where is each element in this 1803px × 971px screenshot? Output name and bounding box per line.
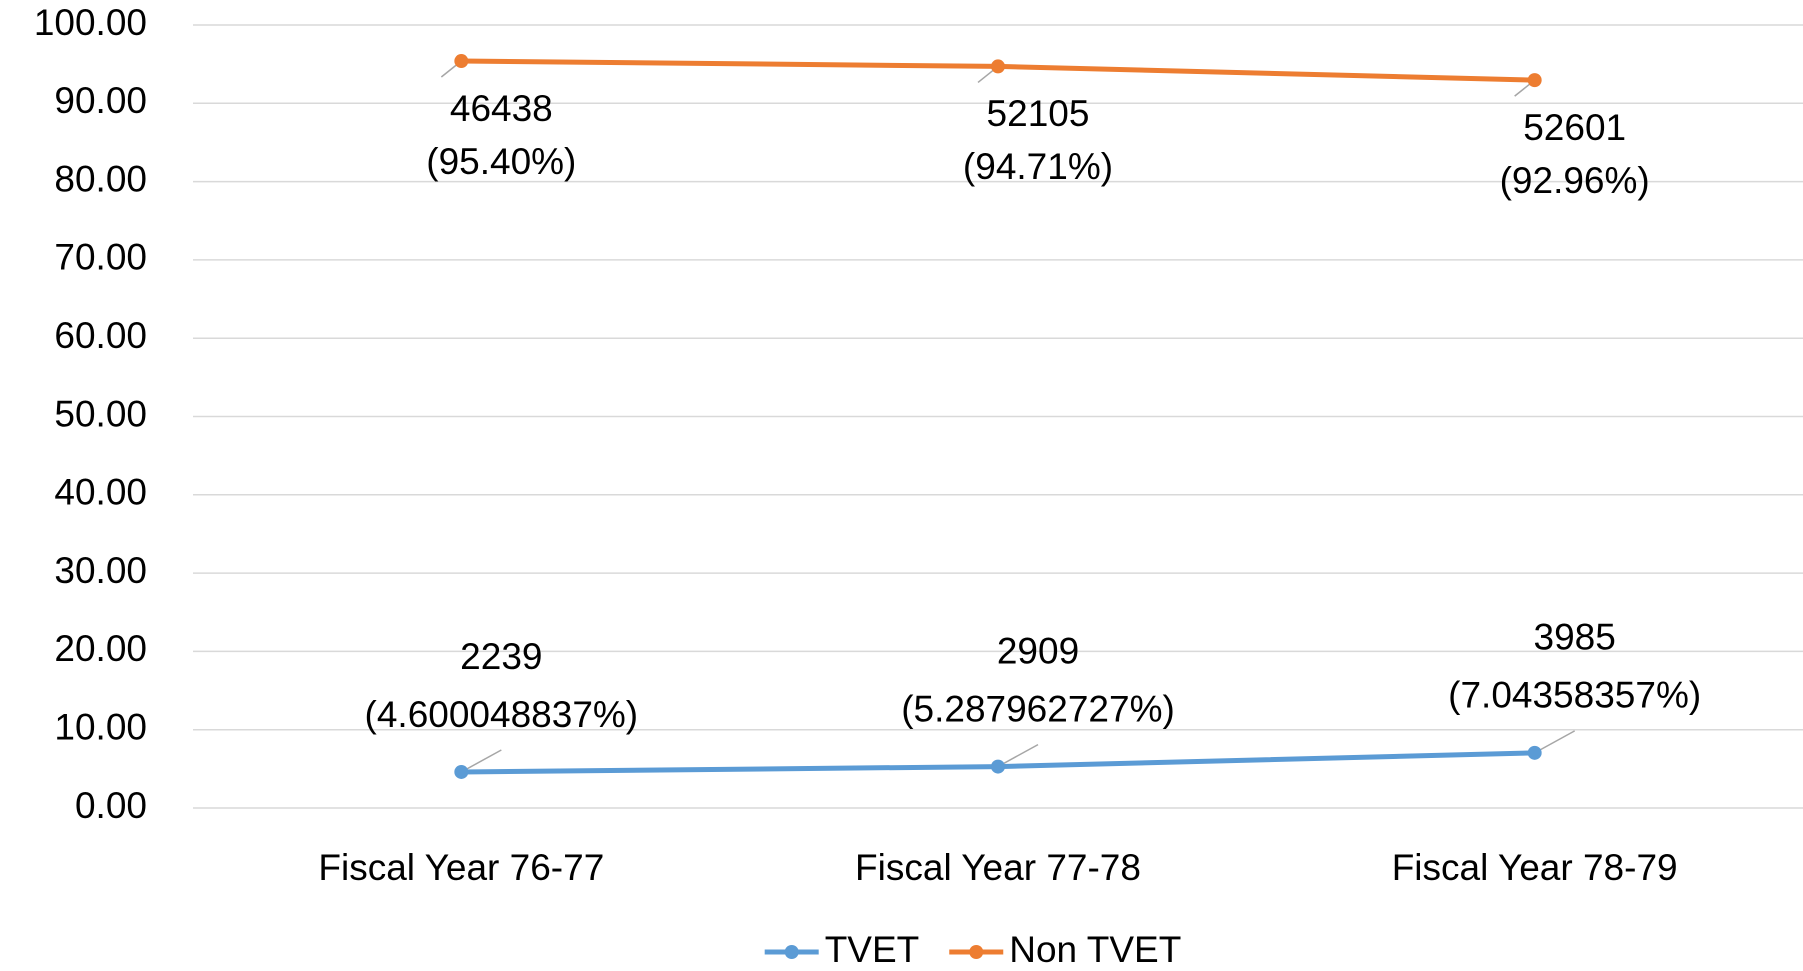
- data-label-value: (5.287962727%): [901, 688, 1175, 729]
- data-label-count: 52601: [1523, 107, 1626, 148]
- legend-label: Non TVET: [1009, 929, 1181, 970]
- x-tick-label: Fiscal Year 78-79: [1392, 847, 1678, 888]
- y-tick-label: 50.00: [54, 393, 147, 434]
- data-label-value: (95.40%): [426, 141, 576, 182]
- marker: [1527, 73, 1542, 88]
- y-tick-label: 0.00: [75, 785, 147, 826]
- leader-line: [460, 749, 502, 773]
- data-label-count: 52105: [987, 93, 1090, 134]
- marker: [991, 59, 1005, 74]
- leader-line: [997, 743, 1039, 768]
- data-label-value: (7.04358357%): [1448, 675, 1701, 716]
- y-tick-label: 60.00: [54, 315, 147, 356]
- leader-line: [1534, 730, 1576, 754]
- marker: [454, 764, 469, 779]
- marker: [991, 759, 1005, 774]
- data-label-value: (94.71%): [963, 146, 1113, 187]
- y-tick-label: 20.00: [54, 628, 147, 669]
- y-tick-label: 90.00: [54, 80, 147, 121]
- y-tick-label: 10.00: [54, 706, 147, 747]
- y-tick-label: 100.00: [34, 2, 147, 43]
- data-label-count: 3985: [1534, 617, 1616, 658]
- marker: [454, 54, 469, 69]
- y-tick-label: 40.00: [54, 472, 147, 513]
- legend-label: TVET: [825, 929, 920, 970]
- data-label-value: (4.600048837%): [365, 694, 639, 735]
- legend: TVET Non TVET: [764, 929, 1181, 970]
- legend-marker: [969, 945, 984, 959]
- x-tick-label: Fiscal Year 76-77: [318, 847, 604, 888]
- data-label-count: 2239: [460, 636, 542, 677]
- data-label-count: 2909: [997, 630, 1079, 671]
- legend-marker: [784, 945, 799, 959]
- data-label-value: (92.96%): [1500, 160, 1650, 201]
- legend-item: TVET: [764, 929, 920, 970]
- legend-item: Non TVET: [949, 929, 1181, 970]
- y-tick-label: 30.00: [54, 550, 147, 591]
- y-tick-label: 70.00: [54, 237, 147, 278]
- x-tick-label: Fiscal Year 77-78: [855, 847, 1141, 888]
- marker: [1527, 745, 1542, 760]
- y-tick-label: 80.00: [54, 158, 147, 199]
- data-label-count: 46438: [450, 88, 553, 129]
